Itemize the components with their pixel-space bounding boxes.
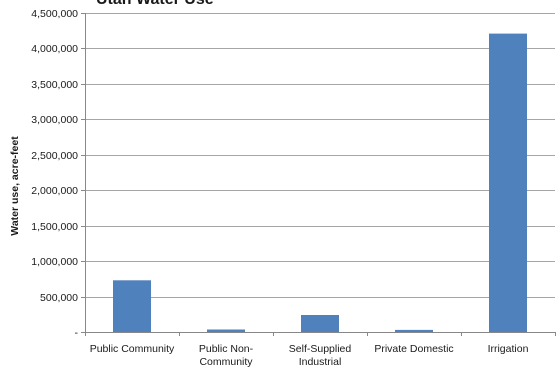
- x-tick-label: Public Community: [90, 343, 175, 355]
- bar: [489, 33, 527, 332]
- y-tick-label: 2,500,000: [31, 150, 78, 162]
- x-tick-label: Private Domestic: [374, 343, 453, 355]
- chart-title-text: Utah Water Use: [96, 0, 214, 8]
- y-tick-label: 500,000: [40, 292, 78, 304]
- bar: [113, 280, 151, 332]
- gridlines: [85, 13, 555, 298]
- y-tick-label: 1,500,000: [31, 221, 78, 233]
- y-tick-label: 1,000,000: [31, 256, 78, 268]
- y-axis: - 500,000 1,000,000 1,500,000 2,000,000 2,500…: [31, 8, 86, 339]
- y-tick-label: 3,000,000: [31, 114, 78, 126]
- x-tick-label: Irrigation: [488, 343, 529, 355]
- x-axis: Public Community Public Non-Community Self…: [85, 332, 556, 368]
- y-axis-label: Water use, acre-feet: [9, 136, 21, 236]
- bar: [395, 329, 433, 332]
- y-tick-label: 3,500,000: [31, 79, 78, 91]
- chart-title: Utah Water Use: [96, 0, 214, 8]
- bars: [113, 33, 527, 332]
- bar: [207, 329, 245, 332]
- y-tick-label: -: [75, 327, 79, 339]
- y-tick-label: 4,500,000: [31, 8, 78, 20]
- y-tick-label: 4,000,000: [31, 43, 78, 55]
- y-tick-label: 2,000,000: [31, 185, 78, 197]
- x-tick-label: Public Non-Community: [199, 343, 254, 368]
- bar: [301, 315, 339, 332]
- x-tick-label: Self-Supplied Industrial: [289, 343, 352, 368]
